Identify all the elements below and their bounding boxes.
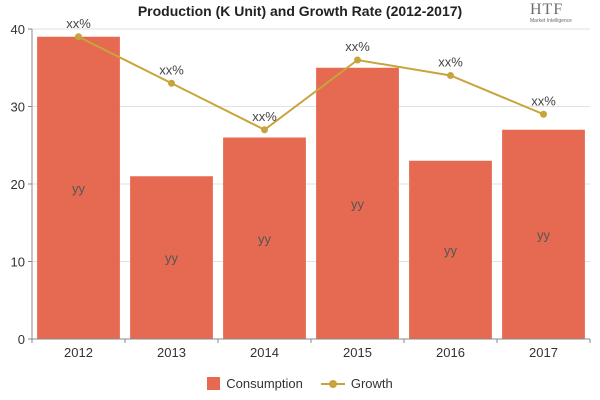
bar-data-label: yy <box>165 251 179 266</box>
growth-data-label: xx% <box>66 16 91 31</box>
logo-main-text: HTF <box>530 1 564 18</box>
line-data-labels: xx% xx% xx% xx% xx% xx% <box>66 16 556 124</box>
growth-point <box>447 72 454 79</box>
y-tick-label: 30 <box>11 100 25 115</box>
legend-item-consumption[interactable]: Consumption <box>207 376 303 391</box>
htf-logo: HTF Market Intelligence <box>530 2 586 32</box>
legend-label-consumption: Consumption <box>226 376 303 391</box>
y-tick-label: 40 <box>11 22 25 37</box>
legend: Consumption Growth <box>0 376 600 391</box>
bar-data-label: yy <box>537 227 551 242</box>
y-tick-label: 10 <box>11 255 25 270</box>
x-tick-label: 2017 <box>529 345 558 360</box>
legend-item-growth[interactable]: Growth <box>320 376 393 391</box>
bar <box>130 176 213 339</box>
growth-data-label: xx% <box>531 93 556 108</box>
growth-data-label: xx% <box>252 109 277 124</box>
x-tick-label: 2012 <box>64 345 93 360</box>
logo-sub-text: Market Intelligence <box>530 18 572 24</box>
x-tick-label: 2016 <box>436 345 465 360</box>
bar <box>223 137 306 339</box>
growth-point <box>540 110 547 118</box>
y-tick-label: 0 <box>18 332 25 347</box>
growth-line <box>78 35 544 131</box>
axes: 0 10 20 30 40 2012 2013 2014 2015 2016 2017 <box>11 22 591 360</box>
growth-data-label: xx% <box>345 39 370 54</box>
bar-series <box>37 36 585 339</box>
growth-point <box>168 79 175 87</box>
growth-point <box>354 56 361 64</box>
y-tick-label: 20 <box>11 177 25 192</box>
x-tick-label: 2013 <box>157 345 186 360</box>
bar <box>316 67 399 339</box>
bar-data-label: yy <box>258 231 272 246</box>
chart-title: Production (K Unit) and Growth Rate (201… <box>137 3 463 19</box>
bar-data-label: yy <box>444 243 458 258</box>
growth-point <box>75 33 82 41</box>
growth-data-label: xx% <box>159 62 184 77</box>
bar <box>409 160 492 339</box>
bar-data-label: yy <box>351 196 365 211</box>
line-series <box>75 33 547 134</box>
x-tick-label: 2015 <box>343 345 372 360</box>
bar <box>37 36 120 339</box>
bar-data-labels: yy yy yy yy yy yy <box>72 181 551 266</box>
legend-label-growth: Growth <box>350 376 393 391</box>
bar <box>502 129 585 339</box>
growth-point <box>261 126 268 134</box>
bar-data-label: yy <box>72 181 86 196</box>
growth-data-label: xx% <box>438 55 463 70</box>
legend-swatch-bar <box>207 377 221 390</box>
x-tick-label: 2014 <box>250 345 279 360</box>
legend-swatch-line <box>320 378 345 390</box>
